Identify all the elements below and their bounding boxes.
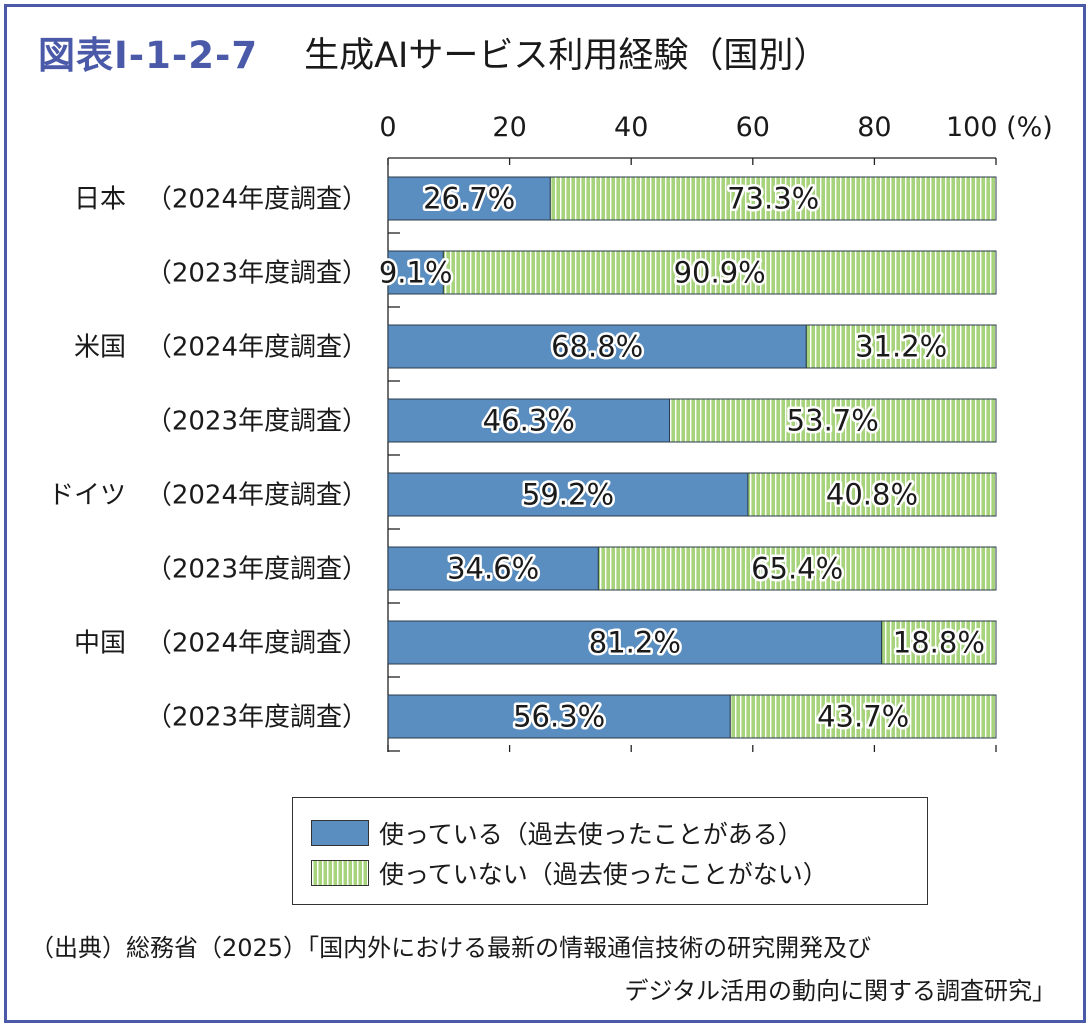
category-label-country: ドイツ: [48, 481, 126, 511]
data-label-used: 56.3%: [513, 700, 605, 734]
category-label-survey: （2024年度調査）: [146, 481, 368, 511]
bar-segment-unused: [669, 398, 997, 443]
data-label-used: 68.8%: [551, 330, 643, 364]
x-axis-tick-label: 0: [379, 112, 396, 143]
figure-title: 生成AIサービス利用経験（国別）: [304, 35, 829, 76]
legend-item-unused: 使っていない（過去使ったことがない）: [311, 855, 828, 891]
data-label-unused: 73.3%: [727, 182, 819, 216]
x-axis-tick-label: 20: [492, 112, 526, 143]
legend-label-unused: 使っていない（過去使ったことがない）: [379, 860, 828, 889]
bar-segment-unused: [805, 324, 997, 369]
bar-segment-unused: [597, 546, 997, 591]
bar-segment-used: [387, 546, 599, 591]
data-label-unused: 18.8%: [893, 626, 985, 660]
category-label-survey: （2023年度調査）: [146, 703, 368, 733]
bar-segment-used: [387, 250, 444, 295]
bar-segment-used: [387, 620, 883, 665]
figure-number: 図表Ⅰ-1-2-7: [38, 34, 259, 77]
bar-segment-used: [387, 694, 731, 739]
x-axis-tick-label: 100 (%): [946, 112, 1053, 143]
data-label-unused: 53.7%: [787, 404, 879, 438]
bar-segment-unused: [549, 176, 997, 221]
data-label-used: 26.7%: [423, 182, 515, 216]
data-label-unused: 65.4%: [751, 552, 843, 586]
source-note-line1: （出典）総務省（2025）「国内外における最新の情報通信技術の研究開発及び: [30, 934, 872, 962]
data-label-used: 9.1%: [379, 256, 453, 290]
data-label-unused: 43.7%: [817, 700, 909, 734]
data-label-unused: 40.8%: [826, 478, 918, 512]
data-label-used: 46.3%: [483, 404, 575, 438]
chart-legend: 使っている（過去使ったことがある） 使っていない（過去使ったことがない）: [292, 797, 928, 905]
category-label-survey: （2024年度調査）: [146, 185, 368, 215]
category-label-country: 日本: [74, 185, 126, 215]
bar-segment-used: [387, 398, 671, 443]
data-label-unused: 90.9%: [674, 256, 766, 290]
bar-segment-used: [387, 176, 551, 221]
legend-swatch-used: [311, 820, 369, 846]
bar-segment-used: [387, 472, 749, 517]
bar-segment-unused: [729, 694, 997, 739]
data-label-used: 59.2%: [522, 478, 614, 512]
bar-segment-unused: [442, 250, 997, 295]
data-label-used: 34.6%: [447, 552, 539, 586]
source-note-line2: デジタル活用の動向に関する調査研究」: [624, 977, 1056, 1005]
legend-swatch-unused: [311, 860, 369, 886]
category-label-survey: （2023年度調査）: [146, 407, 368, 437]
category-label-survey: （2024年度調査）: [146, 333, 368, 363]
bar-segment-unused: [881, 620, 997, 665]
legend-label-used: 使っている（過去使ったことがある）: [379, 820, 803, 849]
category-label-survey: （2023年度調査）: [146, 259, 368, 289]
x-axis-tick-label: 40: [614, 112, 648, 143]
category-label-country: 米国: [74, 333, 126, 363]
data-label-used: 81.2%: [589, 626, 681, 660]
category-label-survey: （2023年度調査）: [146, 555, 368, 585]
bar-chart: 0 20 40 60 80 100 (%) 26.7% 73.3% （2024年度調査） 日本 9.…: [48, 112, 1053, 752]
bar-segment-unused: [747, 472, 997, 517]
category-label-survey: （2024年度調査）: [146, 629, 368, 659]
x-axis-tick-label: 80: [857, 112, 891, 143]
legend-item-used: 使っている（過去使ったことがある）: [311, 815, 803, 851]
x-axis-tick-label: 60: [736, 112, 770, 143]
bar-segment-used: [387, 324, 807, 369]
category-label-country: 中国: [74, 629, 126, 659]
figure-header: 図表Ⅰ-1-2-7 生成AIサービス利用経験（国別）: [38, 22, 828, 82]
data-label-unused: 31.2%: [855, 330, 947, 364]
